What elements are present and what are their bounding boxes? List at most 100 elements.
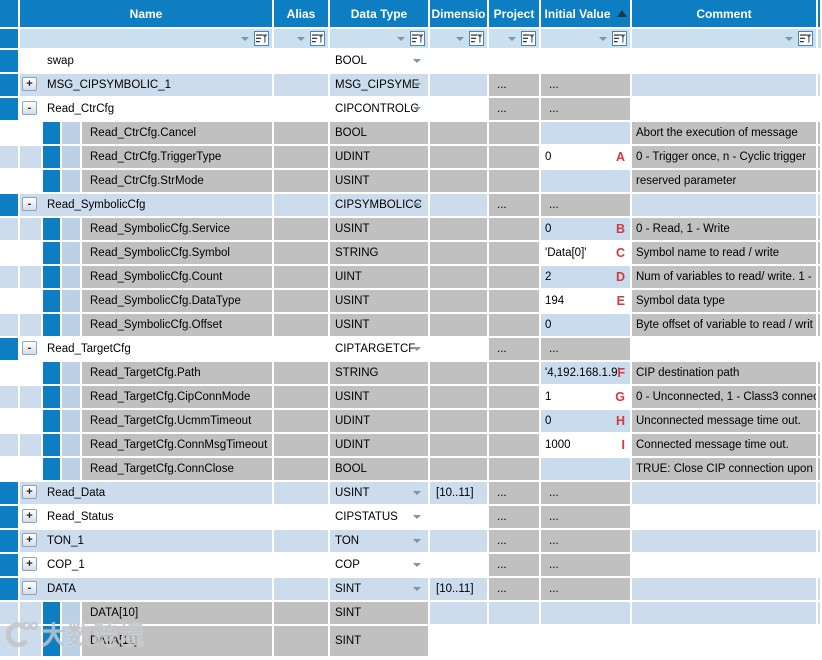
expand-button[interactable]: + bbox=[22, 557, 37, 571]
sort-filter-icon[interactable] bbox=[410, 31, 425, 46]
filter-dropdown-arrow-icon[interactable] bbox=[599, 36, 607, 41]
row-selector[interactable] bbox=[0, 602, 20, 624]
data-type-cell[interactable]: USINT bbox=[330, 170, 430, 192]
row-selector[interactable] bbox=[0, 410, 20, 432]
collapse-button[interactable]: - bbox=[22, 197, 37, 211]
data-type-cell[interactable]: TON bbox=[330, 530, 430, 552]
dimension-cell[interactable] bbox=[430, 434, 489, 456]
data-type-cell[interactable]: UDINT bbox=[330, 410, 430, 432]
alias-cell[interactable] bbox=[274, 50, 330, 72]
column-header-alias[interactable]: Alias bbox=[274, 0, 330, 27]
data-type-cell[interactable]: UDINT bbox=[330, 146, 430, 168]
alias-cell[interactable] bbox=[274, 386, 330, 408]
filter-cell-proj[interactable] bbox=[489, 29, 541, 48]
comment-cell[interactable] bbox=[632, 50, 818, 72]
dimension-cell[interactable] bbox=[430, 386, 489, 408]
alias-cell[interactable] bbox=[274, 170, 330, 192]
row-selector[interactable] bbox=[0, 314, 20, 336]
dimension-cell[interactable] bbox=[430, 122, 489, 144]
data-type-cell[interactable]: MSG_CIPSYME bbox=[330, 74, 430, 96]
project-cell[interactable] bbox=[489, 626, 541, 656]
row-selector[interactable] bbox=[0, 50, 20, 72]
sort-filter-icon[interactable] bbox=[521, 31, 536, 46]
tag-name-cell[interactable]: Read_CtrCfg.TriggerType bbox=[82, 146, 274, 168]
comment-cell[interactable] bbox=[632, 482, 818, 504]
project-cell[interactable] bbox=[489, 314, 541, 336]
dimension-cell[interactable] bbox=[430, 338, 489, 360]
comment-cell[interactable] bbox=[632, 98, 818, 120]
data-type-cell[interactable]: SINT bbox=[330, 602, 430, 624]
row-selector[interactable] bbox=[0, 98, 20, 120]
sort-filter-icon[interactable] bbox=[254, 31, 269, 46]
initial-value-cell[interactable]: 0 bbox=[541, 314, 632, 336]
tag-name-cell[interactable]: DATA[11] bbox=[82, 626, 274, 656]
project-cell[interactable] bbox=[489, 146, 541, 168]
alias-cell[interactable] bbox=[274, 98, 330, 120]
initial-value-cell[interactable]: 'Data[0]' C bbox=[541, 242, 632, 264]
dimension-cell[interactable] bbox=[430, 170, 489, 192]
dropdown-arrow-icon[interactable] bbox=[413, 203, 421, 207]
alias-cell[interactable] bbox=[274, 554, 330, 576]
comment-cell[interactable]: Symbol data type bbox=[632, 290, 818, 312]
comment-cell[interactable] bbox=[632, 506, 818, 528]
data-type-cell[interactable]: CIPSYMBOLICC bbox=[330, 194, 430, 216]
tag-name-cell[interactable]: Read_TargetCfg.CipConnMode bbox=[82, 386, 274, 408]
row-selector[interactable] bbox=[0, 530, 20, 552]
row-selector[interactable] bbox=[0, 458, 20, 480]
expand-button[interactable]: + bbox=[22, 77, 37, 91]
comment-cell[interactable] bbox=[632, 338, 818, 360]
comment-cell[interactable]: 0 - Trigger once, n - Cyclic trigger bbox=[632, 146, 818, 168]
alias-cell[interactable] bbox=[274, 482, 330, 504]
comment-cell[interactable] bbox=[632, 530, 818, 552]
alias-cell[interactable] bbox=[274, 266, 330, 288]
expand-button[interactable]: + bbox=[22, 509, 37, 523]
project-ellipsis-cell[interactable]: ... bbox=[489, 554, 541, 576]
alias-cell[interactable] bbox=[274, 218, 330, 240]
comment-cell[interactable]: CIP destination path bbox=[632, 362, 818, 384]
row-selector[interactable] bbox=[0, 482, 20, 504]
tag-name-cell[interactable]: + TON_1 bbox=[20, 530, 274, 552]
comment-cell[interactable]: Num of variables to read/ write. 1 - bbox=[632, 266, 818, 288]
project-ellipsis-cell[interactable]: ... bbox=[489, 578, 541, 600]
initial-value-cell[interactable] bbox=[541, 458, 632, 480]
project-cell[interactable] bbox=[489, 50, 541, 72]
comment-cell[interactable]: reserved parameter bbox=[632, 170, 818, 192]
data-type-cell[interactable]: UINT bbox=[330, 266, 430, 288]
initial-value-ellipsis-cell[interactable]: ... bbox=[541, 482, 632, 504]
alias-cell[interactable] bbox=[274, 530, 330, 552]
tag-name-cell[interactable]: + Read_Status bbox=[20, 506, 274, 528]
alias-cell[interactable] bbox=[274, 602, 330, 624]
project-ellipsis-cell[interactable]: ... bbox=[489, 338, 541, 360]
filter-dropdown-arrow-icon[interactable] bbox=[456, 36, 464, 41]
row-selector[interactable] bbox=[0, 434, 20, 456]
filter-cell-dim[interactable] bbox=[430, 29, 489, 48]
dimension-cell[interactable] bbox=[430, 410, 489, 432]
comment-cell[interactable] bbox=[632, 74, 818, 96]
data-type-cell[interactable]: BOOL bbox=[330, 50, 430, 72]
project-ellipsis-cell[interactable]: ... bbox=[489, 194, 541, 216]
dropdown-arrow-icon[interactable] bbox=[413, 107, 421, 111]
row-selector[interactable] bbox=[0, 266, 20, 288]
alias-cell[interactable] bbox=[274, 242, 330, 264]
column-header-type[interactable]: Data Type bbox=[330, 0, 430, 27]
dimension-cell[interactable] bbox=[430, 290, 489, 312]
initial-value-cell[interactable]: '4,192.168.1.9' F bbox=[541, 362, 632, 384]
dimension-cell[interactable] bbox=[430, 98, 489, 120]
data-type-cell[interactable]: STRING bbox=[330, 242, 430, 264]
tag-name-cell[interactable]: Read_CtrCfg.Cancel bbox=[82, 122, 274, 144]
initial-value-ellipsis-cell[interactable]: ... bbox=[541, 578, 632, 600]
dimension-cell[interactable] bbox=[430, 194, 489, 216]
dimension-cell[interactable] bbox=[430, 554, 489, 576]
initial-value-cell[interactable] bbox=[541, 602, 632, 624]
row-selector[interactable] bbox=[0, 74, 20, 96]
data-type-cell[interactable]: BOOL bbox=[330, 122, 430, 144]
collapse-button[interactable]: - bbox=[22, 101, 37, 115]
data-type-cell[interactable]: SINT bbox=[330, 578, 430, 600]
project-cell[interactable] bbox=[489, 386, 541, 408]
initial-value-ellipsis-cell[interactable]: ... bbox=[541, 74, 632, 96]
project-cell[interactable] bbox=[489, 266, 541, 288]
filter-cell-comment[interactable] bbox=[632, 29, 818, 48]
project-cell[interactable] bbox=[489, 290, 541, 312]
